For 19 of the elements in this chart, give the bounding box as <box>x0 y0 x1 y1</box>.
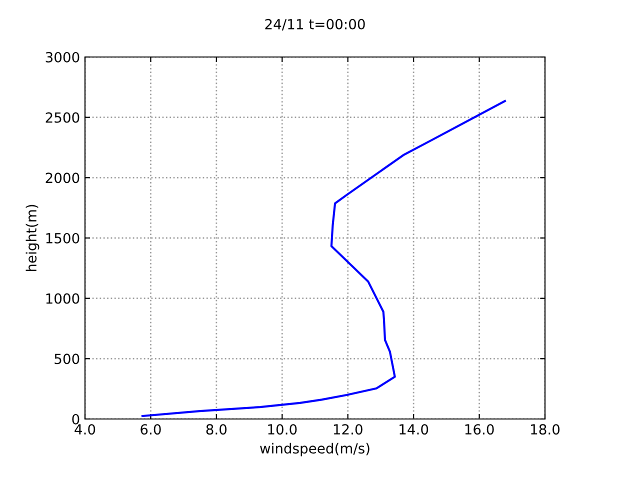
y-tick-label: 1500 <box>46 232 80 244</box>
x-tick-label: 16.0 <box>465 424 494 435</box>
y-tick-label: 500 <box>54 354 80 364</box>
x-tick-label: 6.0 <box>140 424 161 435</box>
y-tick-label: 2000 <box>46 172 80 184</box>
x-tick-label: 8.0 <box>206 424 227 435</box>
y-tick-label: 2500 <box>46 112 80 123</box>
chart-title: 24/11 t=00:00 <box>265 18 365 31</box>
x-tick-label: 14.0 <box>400 424 428 435</box>
y-tick-label: 0 <box>72 414 80 424</box>
y-axis-title: height(m) <box>26 204 40 272</box>
y-tick-label: 3000 <box>46 52 80 62</box>
x-tick-label: 12.0 <box>334 424 362 435</box>
x-tick-label: 10.0 <box>268 424 297 435</box>
x-axis-title: windspeed(m/s) <box>260 442 370 456</box>
line-series <box>141 100 506 418</box>
y-tick-label: 1000 <box>46 293 80 304</box>
x-tick-label: 4.0 <box>74 424 96 435</box>
x-tick-label: 18.0 <box>531 424 560 435</box>
